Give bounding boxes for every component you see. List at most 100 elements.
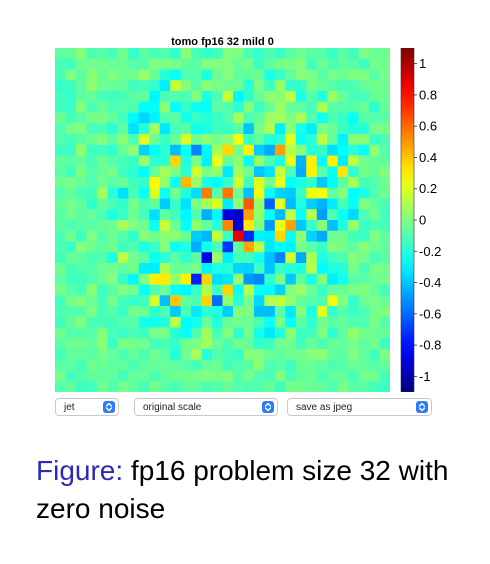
- heatmap-cell: [369, 370, 380, 382]
- heatmap-cell: [191, 187, 202, 199]
- heatmap-cell: [253, 80, 265, 92]
- heatmap-cell: [316, 177, 328, 189]
- heatmap-cell: [86, 349, 98, 361]
- heatmap-cell: [264, 123, 276, 135]
- heatmap-cell: [358, 209, 370, 221]
- heatmap-cell: [285, 349, 297, 361]
- colormap-select-value: jet: [64, 402, 75, 413]
- heatmap-cell: [138, 91, 150, 103]
- heatmap-cell: [348, 359, 359, 371]
- heatmap-cell: [180, 306, 192, 318]
- heatmap-cell: [379, 220, 390, 232]
- heatmap-cell: [327, 338, 339, 350]
- heatmap-cell: [295, 381, 307, 392]
- heatmap-cell: [201, 134, 213, 146]
- heatmap-cell: [128, 316, 140, 328]
- heatmap-cell: [337, 284, 349, 296]
- heatmap-cell: [191, 134, 202, 146]
- colormap-select[interactable]: jet: [55, 398, 119, 416]
- save-select[interactable]: save as jpeg: [287, 398, 432, 416]
- heatmap-cell: [243, 123, 255, 135]
- heatmap-cell: [348, 112, 359, 124]
- heatmap-cell: [295, 284, 307, 296]
- heatmap-cell: [55, 370, 66, 382]
- heatmap-cell: [117, 101, 129, 113]
- heatmap-cell: [285, 80, 297, 92]
- heatmap-cell: [159, 144, 171, 156]
- heatmap-cell: [285, 134, 297, 146]
- heatmap-cell: [274, 370, 286, 382]
- heatmap-cell: [149, 198, 161, 210]
- heatmap-cell: [327, 91, 339, 103]
- heatmap-cell: [170, 295, 182, 307]
- heatmap-cell: [191, 241, 202, 253]
- heatmap-cell: [337, 80, 349, 92]
- heatmap-cell: [369, 220, 380, 232]
- heatmap-cell: [306, 220, 318, 232]
- heatmap-cell: [232, 80, 244, 92]
- heatmap-cell: [316, 187, 328, 199]
- heatmap-cell: [232, 252, 244, 264]
- heatmap-cell: [107, 91, 119, 103]
- heatmap-cell: [232, 155, 244, 167]
- heatmap-cell: [180, 91, 192, 103]
- heatmap-cell: [285, 306, 297, 318]
- heatmap-cell: [75, 48, 87, 60]
- heatmap-cell: [96, 359, 108, 371]
- heatmap-cell: [274, 69, 286, 81]
- heatmap-cell: [327, 263, 339, 275]
- heatmap-cell: [379, 155, 390, 167]
- heatmap-cell: [232, 112, 244, 124]
- heatmap-cell: [149, 295, 161, 307]
- heatmap-cell: [55, 48, 66, 60]
- heatmap-cell: [295, 187, 307, 199]
- heatmap-cell: [243, 359, 255, 371]
- heatmap-cell: [222, 220, 234, 232]
- heatmap-cell: [264, 241, 276, 253]
- heatmap-cell: [253, 91, 265, 103]
- heatmap-cell: [337, 349, 349, 361]
- heatmap-cell: [264, 370, 276, 382]
- heatmap-cell: [264, 58, 276, 70]
- heatmap-cell: [358, 306, 370, 318]
- heatmap-cell: [369, 230, 380, 242]
- heatmap-cell: [159, 316, 171, 328]
- heatmap-cell: [117, 187, 129, 199]
- heatmap-cell: [96, 123, 108, 135]
- heatmap-cell: [295, 155, 307, 167]
- heatmap-cell: [212, 69, 223, 81]
- heatmap-cell: [348, 220, 359, 232]
- heatmap-cell: [96, 327, 108, 339]
- heatmap-cell: [253, 48, 265, 60]
- heatmap-cell: [212, 123, 223, 135]
- heatmap-cell: [149, 359, 161, 371]
- heatmap-cell: [232, 349, 244, 361]
- heatmap-cell: [379, 69, 390, 81]
- heatmap-cell: [128, 306, 140, 318]
- heatmap-cell: [222, 155, 234, 167]
- heatmap-cell: [348, 284, 359, 296]
- heatmap-cell: [86, 370, 98, 382]
- heatmap-cell: [75, 316, 87, 328]
- heatmap-cell: [149, 101, 161, 113]
- heatmap-cell: [253, 209, 265, 221]
- heatmap-cell: [170, 134, 182, 146]
- heatmap-cell: [212, 306, 223, 318]
- heatmap-cell: [232, 209, 244, 221]
- heatmap-cell: [232, 144, 244, 156]
- heatmap-cell: [232, 230, 244, 242]
- heatmap-cell: [327, 370, 339, 382]
- heatmap-cell: [285, 144, 297, 156]
- heatmap-cell: [253, 220, 265, 232]
- heatmap-cell: [243, 155, 255, 167]
- heatmap-cell: [75, 381, 87, 392]
- heatmap-cell: [75, 155, 87, 167]
- heatmap-cell: [212, 230, 223, 242]
- heatmap-cell: [379, 58, 390, 70]
- heatmap-cell: [264, 69, 276, 81]
- heatmap-cell: [369, 155, 380, 167]
- heatmap-cell: [117, 273, 129, 285]
- heatmap-cell: [358, 123, 370, 135]
- heatmap-cell: [306, 284, 318, 296]
- scale-select[interactable]: original scale: [134, 398, 278, 416]
